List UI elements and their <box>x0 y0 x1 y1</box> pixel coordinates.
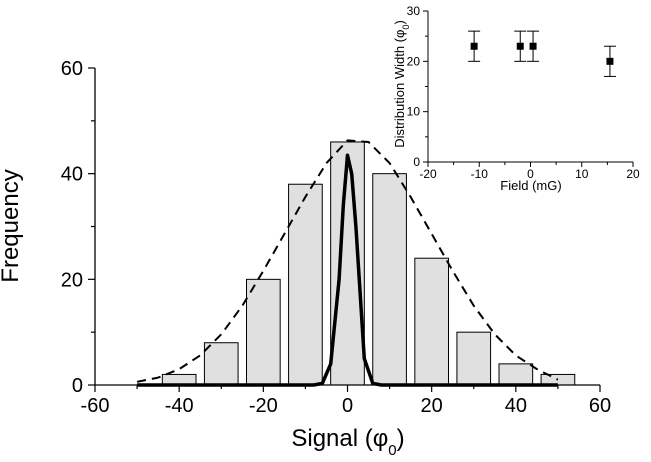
inset-y-tick-label-0: 0 <box>413 155 420 169</box>
main-y-tick-label-60: 60 <box>61 58 83 80</box>
fit-curves <box>136 139 559 387</box>
inset-x-axis-label: Field (mG) <box>500 178 561 193</box>
main-x-tick-label-0: 0 <box>342 395 353 417</box>
main-x-tick-label-60: 60 <box>589 395 611 417</box>
main-x-tick-label--40: -40 <box>165 395 194 417</box>
main-x-tick-label--60: -60 <box>81 395 110 417</box>
histogram-bar-4 <box>330 141 365 386</box>
inset-x-tick-label--10: -10 <box>471 167 489 181</box>
inset-point-2 <box>529 42 537 50</box>
inset-scatter-chart: -20 -10 0 10 20 0 10 20 30 Field (mG) Distributi… <box>392 4 640 193</box>
main-y-tick-label-0: 0 <box>72 375 83 397</box>
inset-x-tick-label--20: -20 <box>419 167 437 181</box>
histogram-bar-7 <box>456 331 492 386</box>
inset-y-axis-label: Distribution Width (φ0) <box>392 20 411 148</box>
inset-point-0 <box>470 42 478 50</box>
main-x-tick-label-40: 40 <box>505 395 527 417</box>
inset-data-points <box>468 30 616 77</box>
main-axes <box>88 67 601 392</box>
main-y-tick-label-20: 20 <box>61 269 83 291</box>
inset-x-tick-label-0: 0 <box>527 167 534 181</box>
inset-point-1 <box>516 42 524 50</box>
inset-x-tick-label-10: 10 <box>575 167 589 181</box>
histogram-bar-5 <box>372 173 407 386</box>
dashed-fit-curve <box>136 139 559 383</box>
inset-x-tick-label-20: 20 <box>626 167 640 181</box>
histogram-bar-1 <box>203 342 239 386</box>
inset-y-tick-label-30: 30 <box>407 4 421 18</box>
histogram-bar-8 <box>498 363 534 386</box>
histogram-bar-2 <box>246 278 281 386</box>
histogram-bars <box>161 141 576 386</box>
main-x-axis-label: Signal (φ0) <box>291 425 404 459</box>
histogram-bar-6 <box>414 257 450 386</box>
main-y-tick-label-40: 40 <box>61 164 83 186</box>
inset-y-tick-label-20: 20 <box>407 54 421 68</box>
main-x-tick-label-20: 20 <box>421 395 443 417</box>
inset-tick-labels: -20 -10 0 10 20 0 10 20 30 <box>407 4 640 181</box>
inset-axes <box>423 10 634 167</box>
main-y-axis-label: Frequency <box>0 169 24 282</box>
histogram-bar-3 <box>288 183 323 386</box>
inset-point-3 <box>606 57 614 65</box>
main-x-tick-label--20: -20 <box>249 395 278 417</box>
inset-y-tick-label-10: 10 <box>407 105 421 119</box>
solid-peak-curve <box>137 153 558 387</box>
